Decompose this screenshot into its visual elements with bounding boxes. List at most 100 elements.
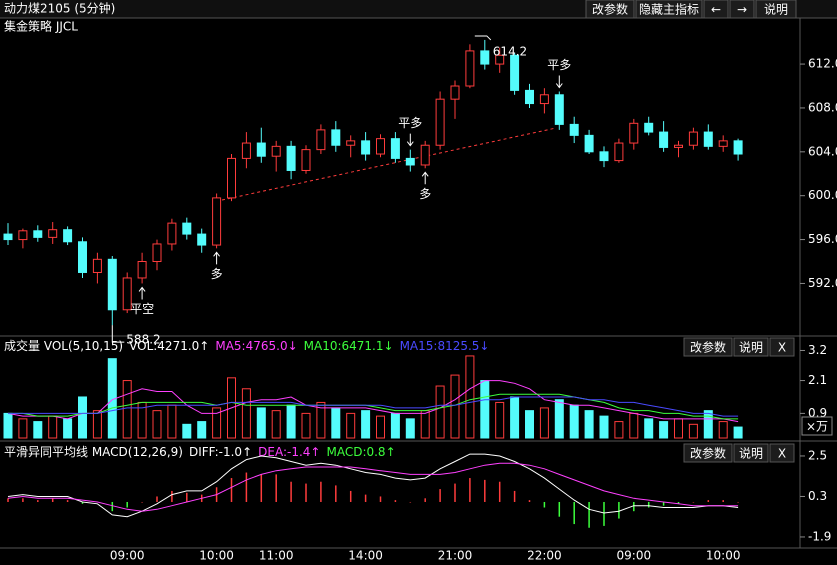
macd-bar <box>7 498 9 502</box>
annotation-label: 614.2 <box>493 44 527 58</box>
macd-bar <box>737 501 739 503</box>
button-label[interactable]: 说明 <box>764 2 788 17</box>
candle-body <box>405 157 415 166</box>
button-bg[interactable] <box>703 0 729 19</box>
button-bg[interactable] <box>733 337 769 357</box>
volume-bar <box>435 385 445 439</box>
macd-bar <box>558 501 561 517</box>
candle-body <box>674 144 683 148</box>
signal-arrow <box>421 171 429 185</box>
candle-body <box>3 233 13 241</box>
y-tick-label: 608.0 <box>808 100 837 114</box>
candle-body <box>420 144 430 166</box>
macd-bar <box>513 490 516 502</box>
button-bg[interactable] <box>729 0 755 19</box>
volume-bar <box>316 401 326 439</box>
x-tick-label: 14:00 <box>348 549 383 563</box>
button[interactable]: 改参数 <box>585 0 635 19</box>
legend-entry: MACD:0.8↑ <box>326 445 395 459</box>
macd-bar <box>677 501 680 504</box>
macd-bar <box>394 500 397 502</box>
candle-body <box>480 50 490 65</box>
button[interactable]: → <box>729 0 755 19</box>
candle-body <box>733 140 743 155</box>
button-label[interactable]: 改参数 <box>592 2 628 17</box>
volume-bar <box>480 380 490 439</box>
annotation-label: 588.2 <box>126 333 160 347</box>
candle-body <box>629 122 639 144</box>
button-bg[interactable] <box>585 0 635 19</box>
button-label[interactable]: 说明 <box>739 340 763 355</box>
legend-entry: MA15:8125.5↓ <box>400 339 490 353</box>
signal-arrow <box>555 75 563 89</box>
button[interactable]: ← <box>703 0 729 19</box>
button-label[interactable]: 说明 <box>739 446 763 461</box>
macd-bar <box>692 501 695 503</box>
button[interactable]: 改参数 <box>683 337 733 357</box>
candle-body <box>286 145 296 171</box>
volume-bar <box>346 412 356 439</box>
button-label[interactable]: ← <box>711 3 721 17</box>
volume-bar <box>212 407 222 439</box>
x-tick-label: 21:00 <box>438 549 473 563</box>
macd-bar <box>260 474 263 502</box>
macd-bar <box>454 483 456 502</box>
button[interactable]: 说明 <box>733 337 769 357</box>
button-bg[interactable] <box>733 443 769 463</box>
legend-entry: DEA:-1.4↑ <box>258 445 320 459</box>
volume-bar <box>3 412 13 439</box>
legend-entry: MA10:6471.1↓ <box>304 339 394 353</box>
button[interactable]: 隐藏主指标 <box>635 0 703 19</box>
volume-bar <box>614 421 624 439</box>
volume-bar <box>33 421 43 439</box>
macd-bar <box>379 496 382 502</box>
signal-arrow <box>138 286 146 300</box>
button-bg[interactable] <box>769 443 795 463</box>
button-bg[interactable] <box>769 337 795 357</box>
macd-bar <box>37 500 39 502</box>
button-label[interactable]: → <box>737 3 747 17</box>
volume-bar <box>569 404 579 439</box>
button-label[interactable]: 改参数 <box>690 340 726 355</box>
macd-bar <box>633 501 635 512</box>
button[interactable]: 改参数 <box>683 443 733 463</box>
strategy-label: 集金策略 JJCL <box>4 19 78 34</box>
button[interactable]: X <box>769 443 795 463</box>
button-bg[interactable] <box>683 443 733 463</box>
button-label[interactable]: 改参数 <box>690 446 726 461</box>
button-label[interactable]: X <box>778 447 786 461</box>
macd-bar <box>364 494 367 502</box>
candle-body <box>63 229 73 243</box>
volume-bar <box>390 412 400 439</box>
y-tick-label: 2.5 <box>808 448 827 462</box>
button[interactable]: 说明 <box>755 0 797 19</box>
candle-body <box>78 241 87 273</box>
x-tick-label: 10:00 <box>199 549 234 563</box>
candle-body <box>554 94 564 125</box>
macd-bar <box>290 481 292 502</box>
macd-bar <box>588 501 590 528</box>
volume-bar <box>197 421 207 439</box>
button-bg[interactable] <box>635 0 703 19</box>
legend-entry: VOL:4271.0↑ <box>129 339 209 353</box>
candle-body <box>644 122 654 133</box>
candle-body <box>465 50 475 87</box>
volume-bar <box>301 412 311 439</box>
volume-bar <box>63 418 73 439</box>
button[interactable]: X <box>769 337 795 357</box>
signal-arrow <box>406 133 414 147</box>
indicator-line <box>7 380 739 423</box>
button[interactable]: 说明 <box>733 443 769 463</box>
button-label[interactable]: X <box>778 341 786 355</box>
candle-body <box>390 138 400 159</box>
button-bg[interactable] <box>683 337 733 357</box>
macd-bar <box>707 500 710 502</box>
candle-body <box>107 258 117 311</box>
button-label[interactable]: 隐藏主指标 <box>639 2 699 17</box>
button-bg[interactable] <box>755 0 797 19</box>
candle-body <box>271 145 281 157</box>
panel-header: 成交量 VOL(5,10,15) VOL:4271.0↑ MA5:4765.0↓ MA… <box>4 338 489 353</box>
macd-bar <box>528 500 531 502</box>
candle-body <box>703 131 713 147</box>
